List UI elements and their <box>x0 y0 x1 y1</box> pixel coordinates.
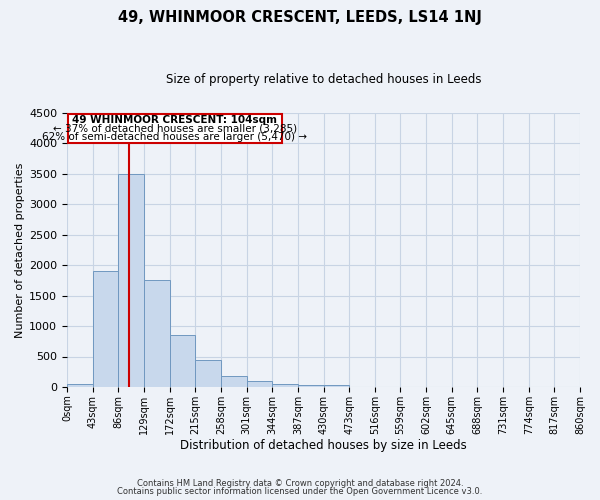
Bar <box>170 335 195 387</box>
Text: Contains HM Land Registry data © Crown copyright and database right 2024.: Contains HM Land Registry data © Crown c… <box>137 478 463 488</box>
Y-axis label: Number of detached properties: Number of detached properties <box>15 162 25 338</box>
Text: Contains public sector information licensed under the Open Government Licence v3: Contains public sector information licen… <box>118 487 482 496</box>
Bar <box>67 384 92 387</box>
Bar <box>323 385 349 387</box>
Bar <box>247 381 272 387</box>
X-axis label: Distribution of detached houses by size in Leeds: Distribution of detached houses by size … <box>180 440 467 452</box>
Bar <box>298 385 323 387</box>
Text: 62% of semi-detached houses are larger (5,470) →: 62% of semi-detached houses are larger (… <box>42 132 307 142</box>
Text: 49, WHINMOOR CRESCENT, LEEDS, LS14 1NJ: 49, WHINMOOR CRESCENT, LEEDS, LS14 1NJ <box>118 10 482 25</box>
Title: Size of property relative to detached houses in Leeds: Size of property relative to detached ho… <box>166 72 481 86</box>
Bar <box>92 272 118 387</box>
Bar <box>272 384 298 387</box>
Bar <box>144 280 170 387</box>
Bar <box>195 360 221 387</box>
Bar <box>118 174 144 387</box>
Bar <box>68 114 282 143</box>
Text: ← 37% of detached houses are smaller (3,285): ← 37% of detached houses are smaller (3,… <box>53 124 297 134</box>
Text: 49 WHINMOOR CRESCENT: 104sqm: 49 WHINMOOR CRESCENT: 104sqm <box>72 114 277 124</box>
Bar <box>221 376 247 387</box>
